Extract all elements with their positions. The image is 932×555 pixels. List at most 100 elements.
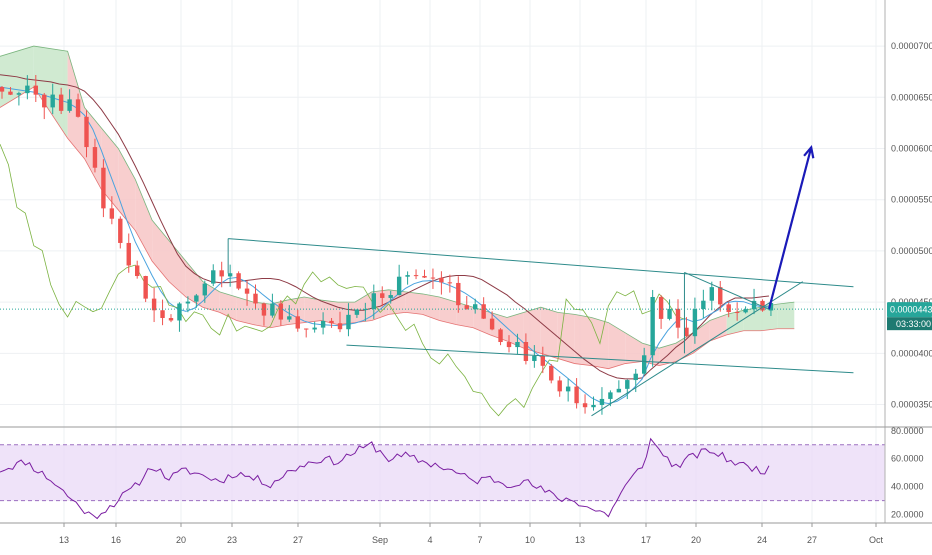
cloud-bear-segment: [540, 307, 558, 359]
candle-down: [109, 208, 115, 219]
candle-up: [405, 275, 410, 277]
candle-down: [506, 342, 512, 348]
candle-up: [227, 273, 233, 277]
candle-down: [92, 147, 98, 168]
candle-down: [498, 329, 503, 343]
candle-up: [642, 355, 647, 374]
candle-up: [633, 373, 638, 381]
cloud-bull-segment: [743, 307, 761, 331]
candle-down: [261, 303, 267, 316]
candle-down: [219, 270, 224, 277]
rsi-y-tick-label: 60.0000: [891, 454, 924, 464]
cloud-bear-segment: [574, 314, 592, 366]
candle-down: [658, 296, 664, 319]
candle-down: [337, 323, 343, 330]
x-tick-label: 23: [227, 535, 237, 545]
candle-down: [380, 293, 385, 298]
candle-down: [126, 242, 131, 266]
cloud-bear-segment: [405, 291, 423, 315]
candle-up: [211, 270, 216, 284]
candle-down: [718, 287, 723, 305]
candle-down: [253, 293, 258, 304]
last-price-label: 0.00004431 03:33:00: [887, 302, 932, 331]
candle-countdown: 03:33:00: [896, 319, 931, 329]
candle-up: [625, 380, 630, 389]
candle-up: [692, 309, 698, 337]
candle-down: [8, 91, 13, 95]
candle-up: [599, 398, 605, 405]
cloud-bear-segment: [490, 312, 507, 342]
x-tick-label: 27: [293, 535, 303, 545]
kijun-line: [0, 74, 770, 380]
forecast-arrow-head: [803, 145, 815, 159]
tenkan-line: [0, 86, 769, 405]
candle-down: [464, 305, 469, 310]
countdown-box: [887, 317, 932, 331]
x-tick-label: 13: [575, 535, 585, 545]
x-tick-label: 4: [427, 535, 432, 545]
cloud-bear-segment: [135, 179, 153, 262]
triangle-lower-line: [591, 281, 804, 417]
cloud-bear-segment: [422, 293, 440, 321]
trendlines: [0, 145, 885, 417]
candle-up: [701, 300, 706, 310]
rsi-y-tick-label: 20.0000: [891, 510, 924, 520]
candle-up: [16, 93, 22, 95]
candle-up: [177, 303, 182, 321]
candle-down: [422, 275, 427, 278]
candle-up: [650, 296, 655, 356]
candle-down: [549, 365, 554, 381]
cloud-bear-segment: [692, 320, 710, 354]
candle-down: [236, 273, 241, 289]
candle-up: [388, 295, 393, 298]
candle-up: [473, 304, 478, 310]
cloud-bear-segment: [456, 302, 474, 328]
rsi-line: [0, 437, 770, 520]
cloud-bear-segment: [709, 314, 727, 342]
candle-up: [185, 301, 191, 304]
x-tick-label: 13: [59, 535, 69, 545]
y-tick-label: 0.00007000: [891, 41, 932, 51]
candle-up: [591, 404, 596, 408]
price-candles: [0, 75, 774, 415]
candle-up: [751, 300, 757, 310]
candle-down: [33, 85, 38, 95]
candle-down: [0, 87, 5, 92]
candle-down: [760, 300, 765, 311]
cloud-bear-segment: [439, 296, 457, 325]
candle-down: [42, 94, 47, 108]
cloud-bear-segment: [557, 312, 575, 364]
x-tick-label: 27: [807, 535, 817, 545]
x-tick-label: 17: [641, 535, 651, 545]
x-tick-label: 24: [757, 535, 767, 545]
candle-down: [101, 167, 106, 209]
chikou-line: [0, 143, 685, 417]
candle-up: [25, 85, 30, 94]
cloud-bear-segment: [304, 296, 322, 323]
candle-down: [143, 276, 148, 299]
candle-up: [320, 320, 326, 328]
candle-down: [58, 94, 64, 111]
candle-down: [557, 380, 562, 392]
candle-up: [768, 302, 774, 311]
candle-up: [194, 295, 199, 302]
candle-down: [295, 316, 300, 329]
candle-down: [439, 277, 444, 283]
candle-up: [396, 276, 402, 296]
candle-down: [481, 304, 486, 319]
candle-down: [574, 386, 579, 404]
price-label-box: [887, 302, 932, 318]
cloud-bear-segment: [118, 148, 136, 231]
candle-up: [67, 99, 72, 111]
candle-up: [354, 309, 360, 315]
candle-down: [413, 275, 419, 277]
rsi-y-tick-label: 40.0000: [891, 482, 924, 492]
candle-up: [287, 316, 292, 320]
